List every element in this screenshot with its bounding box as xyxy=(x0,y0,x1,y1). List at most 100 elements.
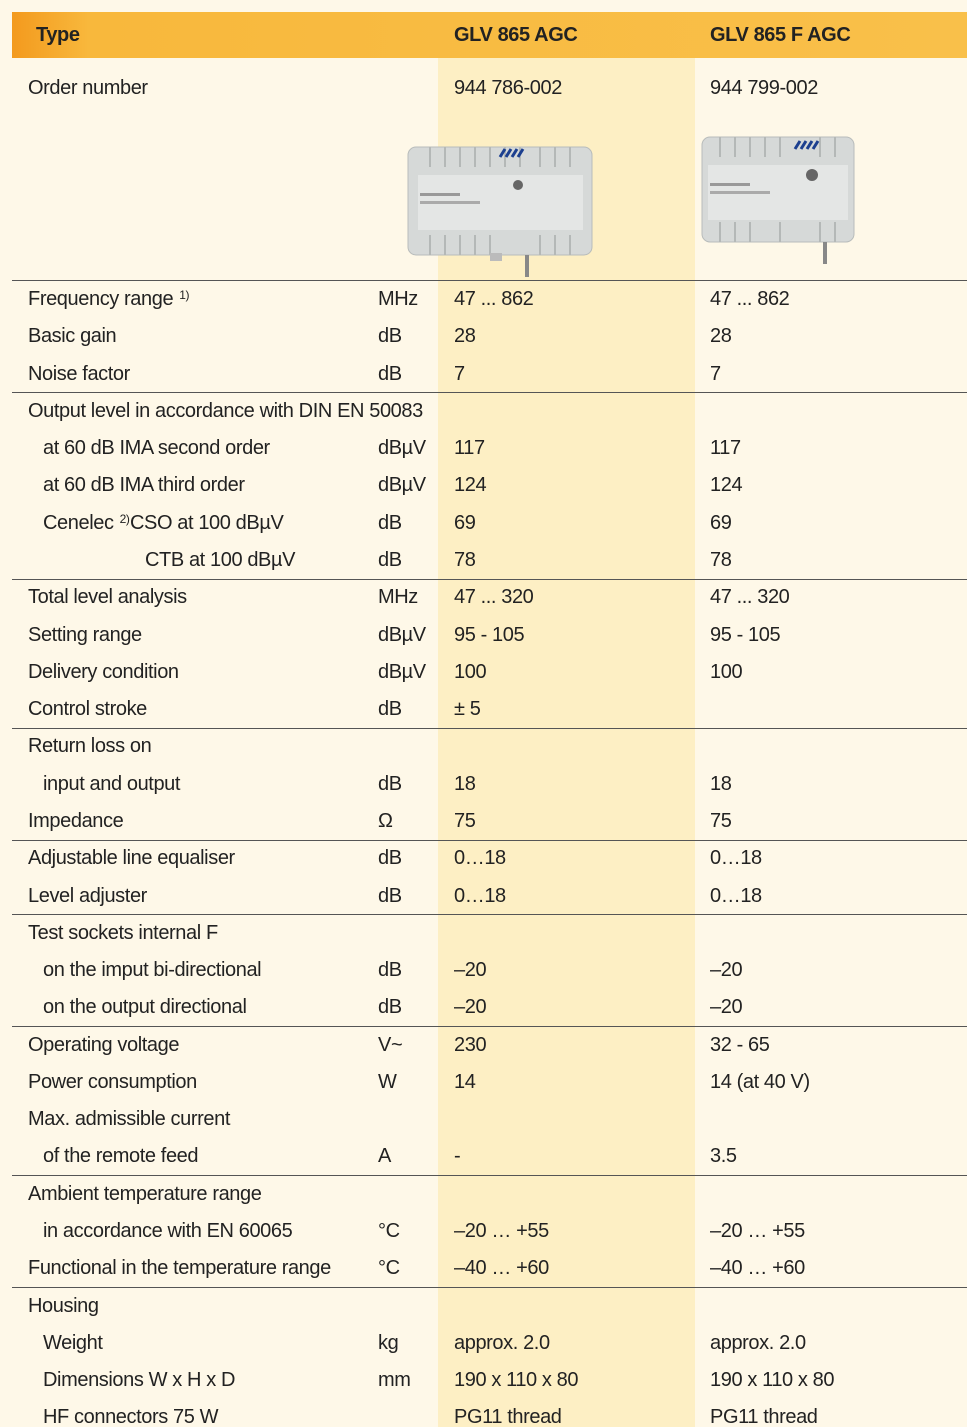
row-value: –20 xyxy=(454,996,487,1019)
row-value: 47 ... 862 xyxy=(454,288,534,310)
product-photo xyxy=(407,146,593,277)
row-unit: MHz xyxy=(378,288,418,310)
row-value: 69 xyxy=(454,511,476,534)
separator xyxy=(12,280,967,281)
row-value: ± 5 xyxy=(454,698,481,721)
row-value: 47 ... 320 xyxy=(710,586,790,609)
row-label: Dimensions W x H x D xyxy=(43,1369,236,1392)
row-value: 47 ... 320 xyxy=(454,586,534,609)
row-value: 78 xyxy=(454,549,476,571)
footnote-mark: 2) xyxy=(119,511,130,526)
order-number: 944 799-002 xyxy=(710,77,818,99)
row-value: PG11 thread xyxy=(710,1406,818,1427)
row-value: 14 xyxy=(454,1070,476,1093)
row-unit: dBµV xyxy=(378,660,426,683)
row-value: 47 ... 862 xyxy=(710,288,790,310)
row-label: on the imput bi-directional xyxy=(43,959,262,981)
row-value: 230 xyxy=(454,1033,487,1056)
row-label: Output level in accordance with DIN EN 5… xyxy=(28,399,423,422)
row-value: approx. 2.0 xyxy=(710,1331,806,1354)
row-label: Max. admissible current xyxy=(28,1108,230,1131)
row-value: 100 xyxy=(454,660,487,683)
row-label: in accordance with EN 60065 xyxy=(43,1220,293,1242)
row-value: 190 x 110 x 80 xyxy=(454,1369,579,1392)
row-sublabel: CSO at 100 dBµV xyxy=(130,511,284,534)
row-value: 124 xyxy=(710,474,743,497)
row-value: 117 xyxy=(454,437,485,460)
row-value: 124 xyxy=(454,474,487,497)
row-value: 75 xyxy=(454,809,476,832)
row-value: 190 x 110 x 80 xyxy=(710,1369,835,1392)
row-unit: mm xyxy=(378,1369,411,1392)
row-label: Frequency range 1) xyxy=(28,288,190,310)
row-value: 7 xyxy=(454,362,465,385)
row-value: –20 xyxy=(454,959,487,981)
header-type: Type xyxy=(36,24,80,46)
row-label: Delivery condition xyxy=(28,660,179,683)
row-label: on the output directional xyxy=(43,996,247,1019)
row-label: at 60 dB IMA second order xyxy=(43,437,270,460)
row-unit: MHz xyxy=(378,586,418,609)
row-value: PG11 thread xyxy=(454,1406,562,1427)
row-unit: dB xyxy=(378,996,402,1019)
row-label: at 60 dB IMA third order xyxy=(43,474,245,497)
row-label: CTB at 100 dBµV xyxy=(145,549,296,571)
row-label: Basic gain xyxy=(28,325,117,348)
row-label: Setting range xyxy=(28,623,142,646)
row-value: 0…18 xyxy=(454,884,506,907)
row-label: Impedance xyxy=(28,809,124,832)
row-label: Functional in the temperature range xyxy=(28,1257,331,1280)
row-unit: dB xyxy=(378,325,402,348)
row-label: Total level analysis xyxy=(28,586,187,609)
row-value: 75 xyxy=(710,809,732,832)
row-label: Ambient temperature range xyxy=(28,1182,262,1205)
row-value: 0…18 xyxy=(710,847,762,870)
row-label: Adjustable line equaliser xyxy=(28,847,235,870)
row-value: 14 (at 40 V) xyxy=(710,1070,810,1093)
separator xyxy=(12,727,967,729)
row-unit: Ω xyxy=(378,809,393,832)
row-unit: dBµV xyxy=(378,623,426,646)
row-value: 0…18 xyxy=(454,847,506,870)
row-value: –20 … +55 xyxy=(454,1220,549,1242)
row-unit: dB xyxy=(378,847,402,870)
row-value: 95 - 105 xyxy=(710,623,781,646)
row-value: –20 … +55 xyxy=(710,1220,805,1242)
row-label: Cenelec 2) xyxy=(43,511,130,534)
row-label: Noise factor xyxy=(28,362,130,385)
row-unit: V~ xyxy=(378,1033,403,1056)
row-label: Operating voltage xyxy=(28,1033,180,1056)
row-unit: kg xyxy=(378,1331,399,1354)
row-label: Power consumption xyxy=(28,1070,197,1093)
row-label: of the remote feed xyxy=(43,1145,199,1168)
row-value: 100 xyxy=(710,660,743,683)
row-label: Return loss on xyxy=(28,735,152,758)
row-unit: dB xyxy=(378,772,402,795)
row-value: 28 xyxy=(710,325,732,348)
row-value: approx. 2.0 xyxy=(454,1331,550,1354)
row-unit: dBµV xyxy=(378,437,426,460)
row-value: 0…18 xyxy=(710,884,762,907)
row-value: 32 - 65 xyxy=(710,1033,770,1056)
row-value: –40 … +60 xyxy=(454,1257,549,1280)
separator xyxy=(12,578,967,580)
row-value: 117 xyxy=(710,437,741,460)
row-value: –40 … +60 xyxy=(710,1257,805,1280)
row-unit: A xyxy=(378,1145,391,1168)
order-number: 944 786-002 xyxy=(454,77,562,99)
product-photo xyxy=(701,136,855,264)
row-value: 18 xyxy=(454,772,476,795)
row-label: Housing xyxy=(28,1294,99,1317)
row-label: Weight xyxy=(43,1331,103,1354)
separator xyxy=(12,1175,967,1177)
row-value: 78 xyxy=(710,549,732,571)
row-value: 95 - 105 xyxy=(454,623,525,646)
row-value: –20 xyxy=(710,959,743,981)
row-label: Level adjuster xyxy=(28,884,147,907)
row-value: 69 xyxy=(710,511,732,534)
row-unit: dB xyxy=(378,549,402,571)
order-label: Order number xyxy=(28,77,148,99)
row-unit: dB xyxy=(378,362,402,385)
row-unit: dB xyxy=(378,959,402,981)
